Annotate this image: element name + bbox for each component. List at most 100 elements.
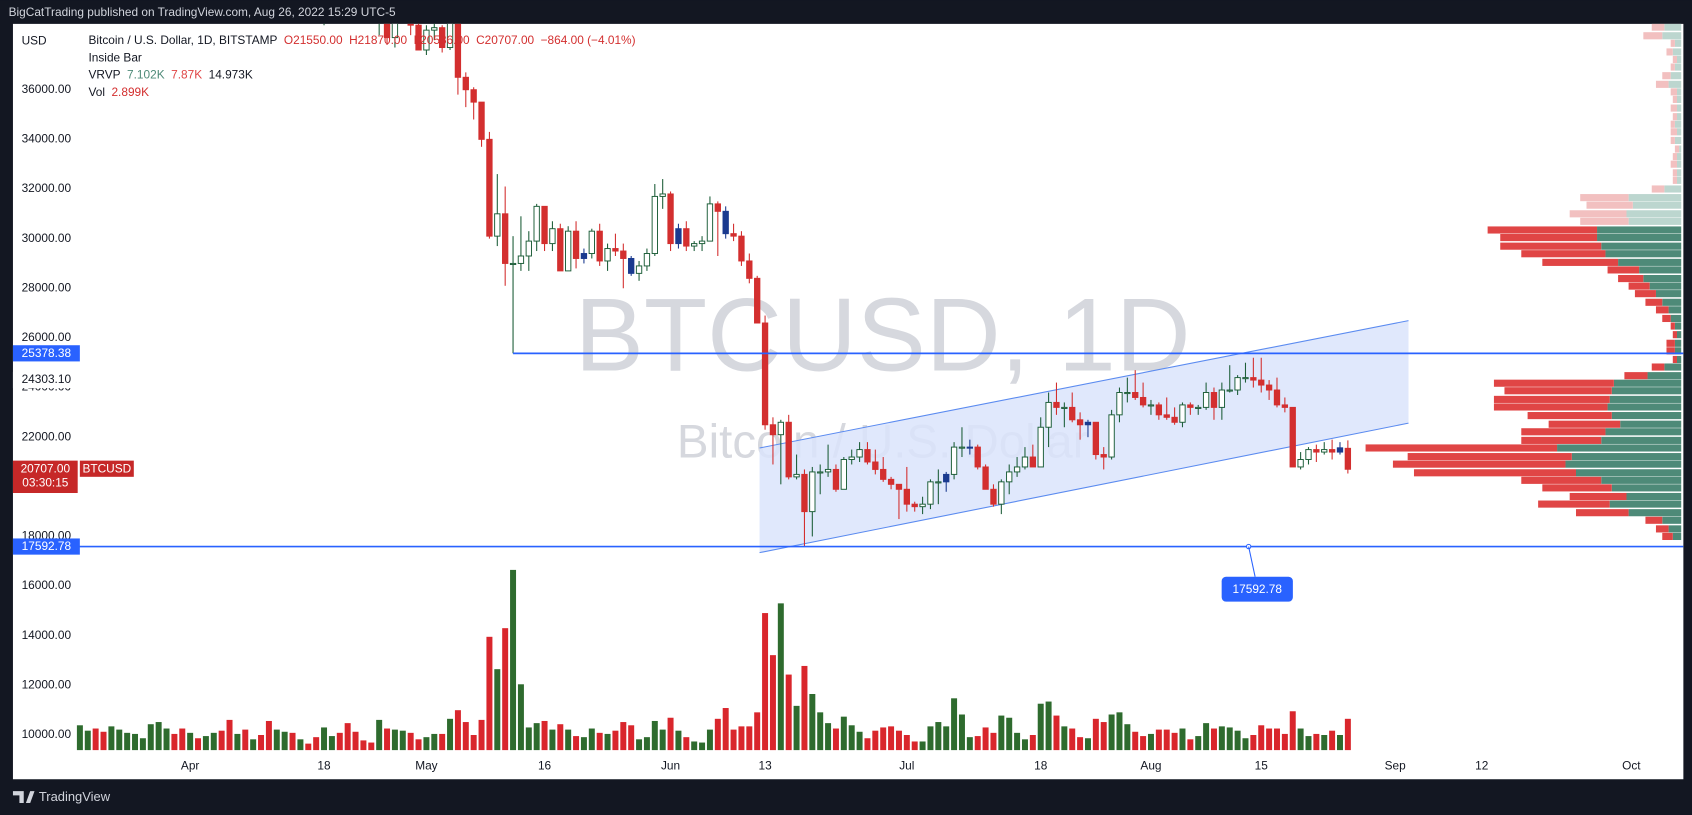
profile-down [1521, 428, 1606, 436]
profile-down [1670, 39, 1675, 47]
volume-bar [321, 727, 328, 751]
profile-down [1662, 72, 1671, 80]
candle-body [541, 205, 548, 245]
volume-bar [636, 739, 643, 751]
profile-down [1527, 412, 1612, 420]
candle-body [1037, 426, 1044, 468]
volume-bar [1084, 738, 1091, 751]
candle-body [1187, 404, 1194, 408]
volume-bar [454, 710, 461, 751]
profile-up [1662, 32, 1682, 40]
candle-body [1053, 401, 1060, 408]
x-tick-label: Jun [661, 758, 680, 772]
profile-up [1677, 355, 1682, 364]
profile-down [1542, 258, 1619, 266]
candle-body [943, 473, 950, 483]
profile-up [1679, 145, 1682, 153]
volume-bar [754, 712, 761, 751]
volume-bar [462, 722, 469, 751]
candle-body [494, 213, 501, 237]
volume-bar [368, 742, 375, 751]
profile-up [1605, 250, 1682, 258]
candle-body [659, 193, 666, 197]
volume-bar [974, 736, 981, 751]
legend-volume: Vol 2.899K [88, 85, 149, 99]
volume-bar [124, 732, 131, 751]
profile-up [1613, 379, 1682, 387]
volume-bar [1242, 738, 1249, 751]
volume-bar [273, 729, 280, 751]
volume-bar [1006, 717, 1013, 751]
candle-body [895, 483, 903, 490]
candle-body [698, 240, 706, 245]
candle-body [1336, 447, 1344, 453]
volume-bar [1100, 722, 1107, 751]
candle-body [1218, 389, 1226, 408]
profile-up [1628, 509, 1682, 517]
candle-body [628, 257, 635, 274]
volume-bar [911, 741, 918, 751]
volume-bar [470, 735, 477, 751]
last-price-tag [12, 460, 78, 494]
symbol-tag [79, 460, 134, 477]
volume-bar [1250, 735, 1257, 751]
volume-bar [376, 719, 383, 751]
profile-up [1611, 387, 1682, 395]
profile-up [1655, 290, 1682, 298]
candle-body [454, 23, 462, 78]
legend: USD Bitcoin / U.S. Dollar, 1D, BITSTAMP O… [22, 33, 636, 99]
volume-bar [242, 729, 249, 751]
profile-up [1674, 322, 1682, 330]
profile-down [1645, 516, 1663, 524]
volume-bar [549, 729, 556, 751]
volume-bar [612, 730, 619, 751]
x-tick-label: 18 [1034, 758, 1048, 772]
candle-body [533, 205, 540, 242]
volume-bar [1045, 701, 1052, 751]
volume-bar [951, 698, 958, 751]
volume-bar [163, 728, 170, 751]
volume-bar [147, 724, 154, 751]
volume-bar [1171, 732, 1178, 751]
profile-up [1674, 120, 1682, 128]
volume-bar [517, 684, 524, 751]
profile-down [1493, 395, 1610, 403]
x-tick-label: Sep [1385, 758, 1407, 772]
profile-up [1639, 266, 1682, 274]
profile-up [1597, 233, 1682, 242]
candle-body [557, 228, 564, 272]
candle-body [565, 230, 572, 272]
volume-bar [777, 603, 784, 751]
volume-bar [998, 715, 1005, 751]
candle-body [848, 456, 855, 460]
volume-bar [738, 726, 745, 751]
legend-vrvp-value: 14.973K [209, 68, 253, 82]
callout-label: 17592.78 [1233, 582, 1283, 596]
volume-bar [391, 729, 398, 751]
candle-body [635, 265, 643, 274]
x-tick-label: 16 [538, 758, 552, 772]
volume-bar [856, 731, 863, 751]
profile-down [1569, 210, 1627, 218]
profile-down [1672, 113, 1678, 121]
profile-down [1580, 194, 1629, 202]
candle-body [714, 203, 721, 212]
profile-down [1672, 153, 1678, 161]
profile-down [1672, 95, 1678, 103]
volume-bar [565, 729, 572, 751]
candle-body [675, 228, 682, 245]
price-tag [12, 345, 80, 362]
profile-up [1605, 428, 1682, 436]
legend-symbol-line: Bitcoin / U.S. Dollar, 1D, BITSTAMP O2155… [88, 33, 635, 47]
candle-body [383, 23, 391, 39]
candle-body [1321, 449, 1328, 453]
y-tick-label: 16000.00 [22, 578, 72, 592]
profile-up [1557, 444, 1682, 452]
profile-up [1677, 128, 1682, 136]
profile-up [1672, 532, 1682, 541]
profile-up [1670, 314, 1682, 323]
candle-body [1234, 377, 1241, 391]
candle-body [1006, 471, 1013, 483]
candle-body [856, 449, 863, 458]
candle-body [1092, 421, 1100, 456]
